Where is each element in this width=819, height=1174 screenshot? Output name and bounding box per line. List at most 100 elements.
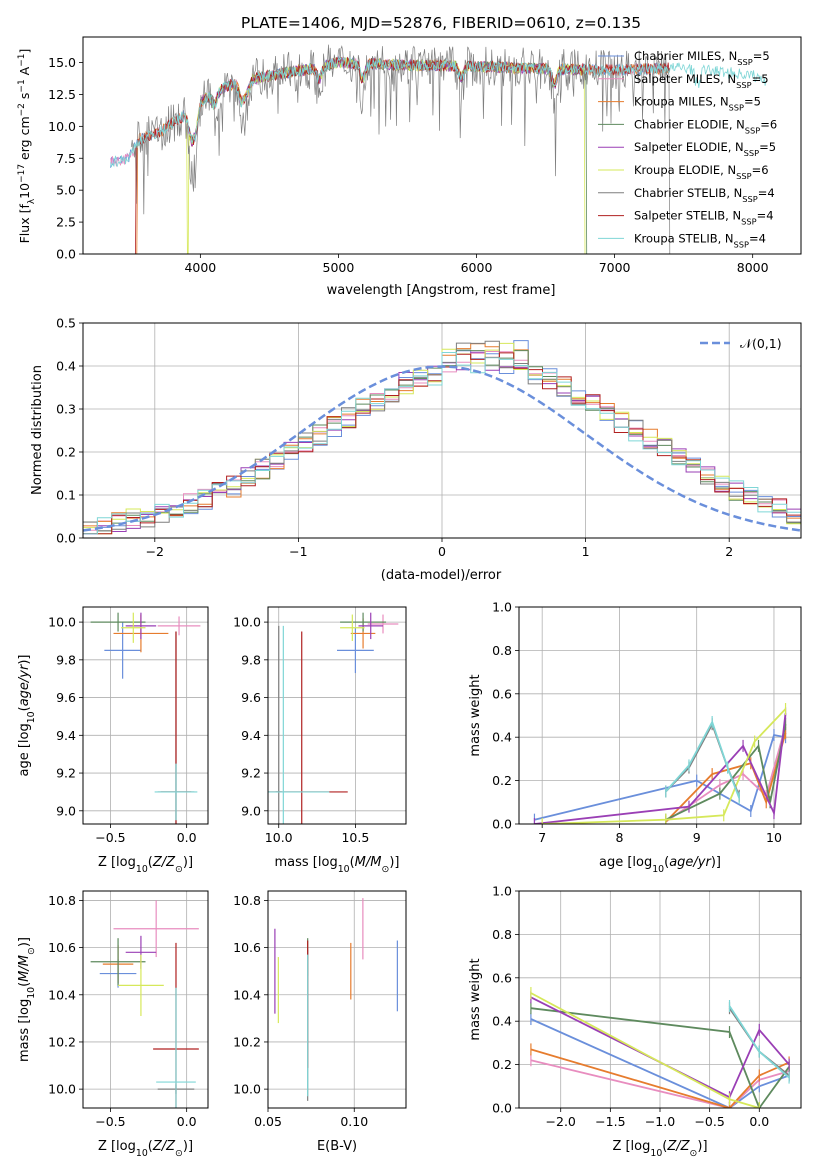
y-tick-label: 0.6 xyxy=(492,970,512,985)
spectrum-line xyxy=(110,56,767,168)
axes-frame xyxy=(267,890,407,1109)
y-tick-label: 1.0 xyxy=(492,884,512,899)
y-tick-label: 10.4 xyxy=(233,987,261,1002)
y-tick-label: 0.8 xyxy=(492,927,512,942)
y-tick-label: 10.0 xyxy=(233,1082,261,1097)
y-tick-label: 10.0 xyxy=(233,615,261,630)
y-tick-label: 9.6 xyxy=(241,690,261,705)
mass-weight-line xyxy=(665,719,741,799)
y-tick-label: 0.4 xyxy=(56,359,76,374)
y-tick-label: 10.0 xyxy=(48,615,76,630)
y-tick-label: 7.5 xyxy=(56,151,76,166)
x-tick-label: −0.5 xyxy=(95,1114,125,1129)
y-axis-label: Normed distribution xyxy=(30,365,45,495)
x-tick-label: 0.05 xyxy=(254,1114,282,1129)
x-tick-label: −0.5 xyxy=(95,830,125,845)
x-tick-label: −2.0 xyxy=(546,1114,576,1129)
x-axis-label: E(B-V) xyxy=(317,1139,357,1154)
legend-label: Chabrier STELIB, NSSP=4 xyxy=(634,186,775,204)
y-tick-label: 9.8 xyxy=(241,652,261,667)
x-tick-label: 6000 xyxy=(461,260,493,275)
plot-area xyxy=(530,986,790,1108)
y-tick-label: 12.5 xyxy=(48,87,76,102)
plot-area xyxy=(274,898,398,1101)
y-tick-label: 10.4 xyxy=(48,987,76,1002)
y-tick-label: 10.0 xyxy=(48,119,76,134)
y-axis-label: age [log10(age/yr)] xyxy=(17,654,37,776)
plot-area xyxy=(83,340,801,535)
y-axis-label: mass [log10(M/M⊙)] xyxy=(17,937,37,1062)
mass-weight-line xyxy=(530,1059,790,1108)
x-tick-label: 0.0 xyxy=(177,1114,197,1129)
y-tick-label: 0.6 xyxy=(492,686,512,701)
y-tick-label: 9.0 xyxy=(241,803,261,818)
panel-spectrum: 4000 5000 6000 7000 8000 0.0 2.5 5.0 7.5 10.0 12.5… xyxy=(17,36,802,298)
axes-frame xyxy=(518,606,802,825)
x-axis-label: Z [log10(Z/Z⊙)] xyxy=(98,1139,193,1159)
legend: Chabrier MILES, NSSP=5 Salpeter MILES, NS… xyxy=(598,49,777,249)
axes-frame xyxy=(82,890,209,1109)
mass-weight-line xyxy=(530,1018,790,1108)
legend-label: Chabrier MILES, NSSP=5 xyxy=(634,49,770,67)
x-tick-label: −1 xyxy=(289,544,307,559)
y-tick-label: 10.8 xyxy=(48,893,76,908)
y-axis-label: mass weight xyxy=(468,958,483,1040)
y-tick-label: 9.4 xyxy=(241,728,261,743)
y-tick-label: 0.0 xyxy=(56,531,76,546)
x-tick-label: 0.0 xyxy=(177,830,197,845)
plot-area xyxy=(268,612,399,824)
x-tick-label: 10 xyxy=(766,830,782,845)
x-axis-label: age [log10(age/yr)] xyxy=(599,855,721,875)
axes-frame xyxy=(82,606,209,825)
spectrum-line xyxy=(136,56,670,254)
mass-weight-line xyxy=(530,1007,790,1108)
panel-mass-vs-z: −0.5 0.0 10.0 10.2 10.4 10.6 10.8 Z [log10(Z/Z⊙… xyxy=(17,890,209,1159)
x-axis-label: (data-model)/error xyxy=(381,568,502,583)
plot-area xyxy=(533,702,787,824)
legend-label: Chabrier ELODIE, NSSP=6 xyxy=(634,117,777,135)
x-axis-label: mass [log10(M/M⊙)] xyxy=(275,855,400,875)
x-tick-label: 0.10 xyxy=(340,1114,368,1129)
legend-label: Kroupa STELIB, NSSP=4 xyxy=(634,231,766,249)
x-tick-label: 2 xyxy=(725,544,733,559)
y-axis-label: mass weight xyxy=(468,674,483,756)
legend-label: Salpeter MILES, NSSP=5 xyxy=(634,72,769,90)
x-axis-label: wavelength [Angstrom, rest frame] xyxy=(327,283,556,298)
y-tick-label: 0.0 xyxy=(492,817,512,832)
figure-title: PLATE=1406, MJD=52876, FIBERID=0610, z=0… xyxy=(241,14,641,32)
x-tick-label: 1 xyxy=(582,544,590,559)
legend-label: Kroupa MILES, NSSP=5 xyxy=(634,95,761,113)
plot-area xyxy=(110,44,767,254)
panel-age-vs-mass: 10.0 10.5 9.0 9.2 9.4 9.6 9.8 10.0 mass [log10(M… xyxy=(233,606,407,875)
y-tick-label: 10.0 xyxy=(48,1082,76,1097)
x-tick-label: 7 xyxy=(538,830,546,845)
y-tick-label: 0.3 xyxy=(56,402,76,417)
x-tick-label: 5000 xyxy=(323,260,355,275)
x-tick-label: 9 xyxy=(693,830,701,845)
y-axis-label: Flux [fλ10−17 erg cm−2 s−1 A−1] xyxy=(17,49,37,244)
legend-label: Kroupa ELODIE, NSSP=6 xyxy=(634,163,769,181)
y-tick-label: 0.0 xyxy=(56,247,76,262)
y-tick-label: 2.5 xyxy=(56,215,76,230)
y-tick-label: 10.2 xyxy=(48,1034,76,1049)
y-tick-label: 0.5 xyxy=(56,316,76,331)
y-tick-label: 0.4 xyxy=(492,730,512,745)
legend-label: Salpeter ELODIE, NSSP=5 xyxy=(634,140,776,158)
x-axis-label: Z [log10(Z/Z⊙)] xyxy=(612,1139,707,1159)
panel-age-vs-z: −0.5 0.0 9.0 9.2 9.4 9.6 9.8 10.0 Z [log10(Z/Z⊙)… xyxy=(17,606,209,875)
y-tick-label: 1.0 xyxy=(492,600,512,615)
y-tick-label: 15.0 xyxy=(48,55,76,70)
y-tick-label: 0.2 xyxy=(492,1057,512,1072)
x-tick-label: 10.0 xyxy=(265,830,293,845)
panel-mass-weight-vs-age: 7 8 9 10 0.0 0.2 0.4 0.6 0.8 1.0 age [log10(age/yr… xyxy=(468,600,802,875)
y-tick-label: 10.6 xyxy=(48,940,76,955)
legend-label: 𝒩(0,1) xyxy=(740,336,782,351)
y-tick-label: 9.2 xyxy=(241,766,261,781)
plot-area xyxy=(90,612,201,824)
y-tick-label: 10.2 xyxy=(233,1034,261,1049)
y-tick-label: 9.0 xyxy=(56,803,76,818)
y-tick-label: 0.2 xyxy=(492,773,512,788)
x-tick-label: 0.0 xyxy=(749,1114,769,1129)
x-tick-label: −1.0 xyxy=(645,1114,675,1129)
